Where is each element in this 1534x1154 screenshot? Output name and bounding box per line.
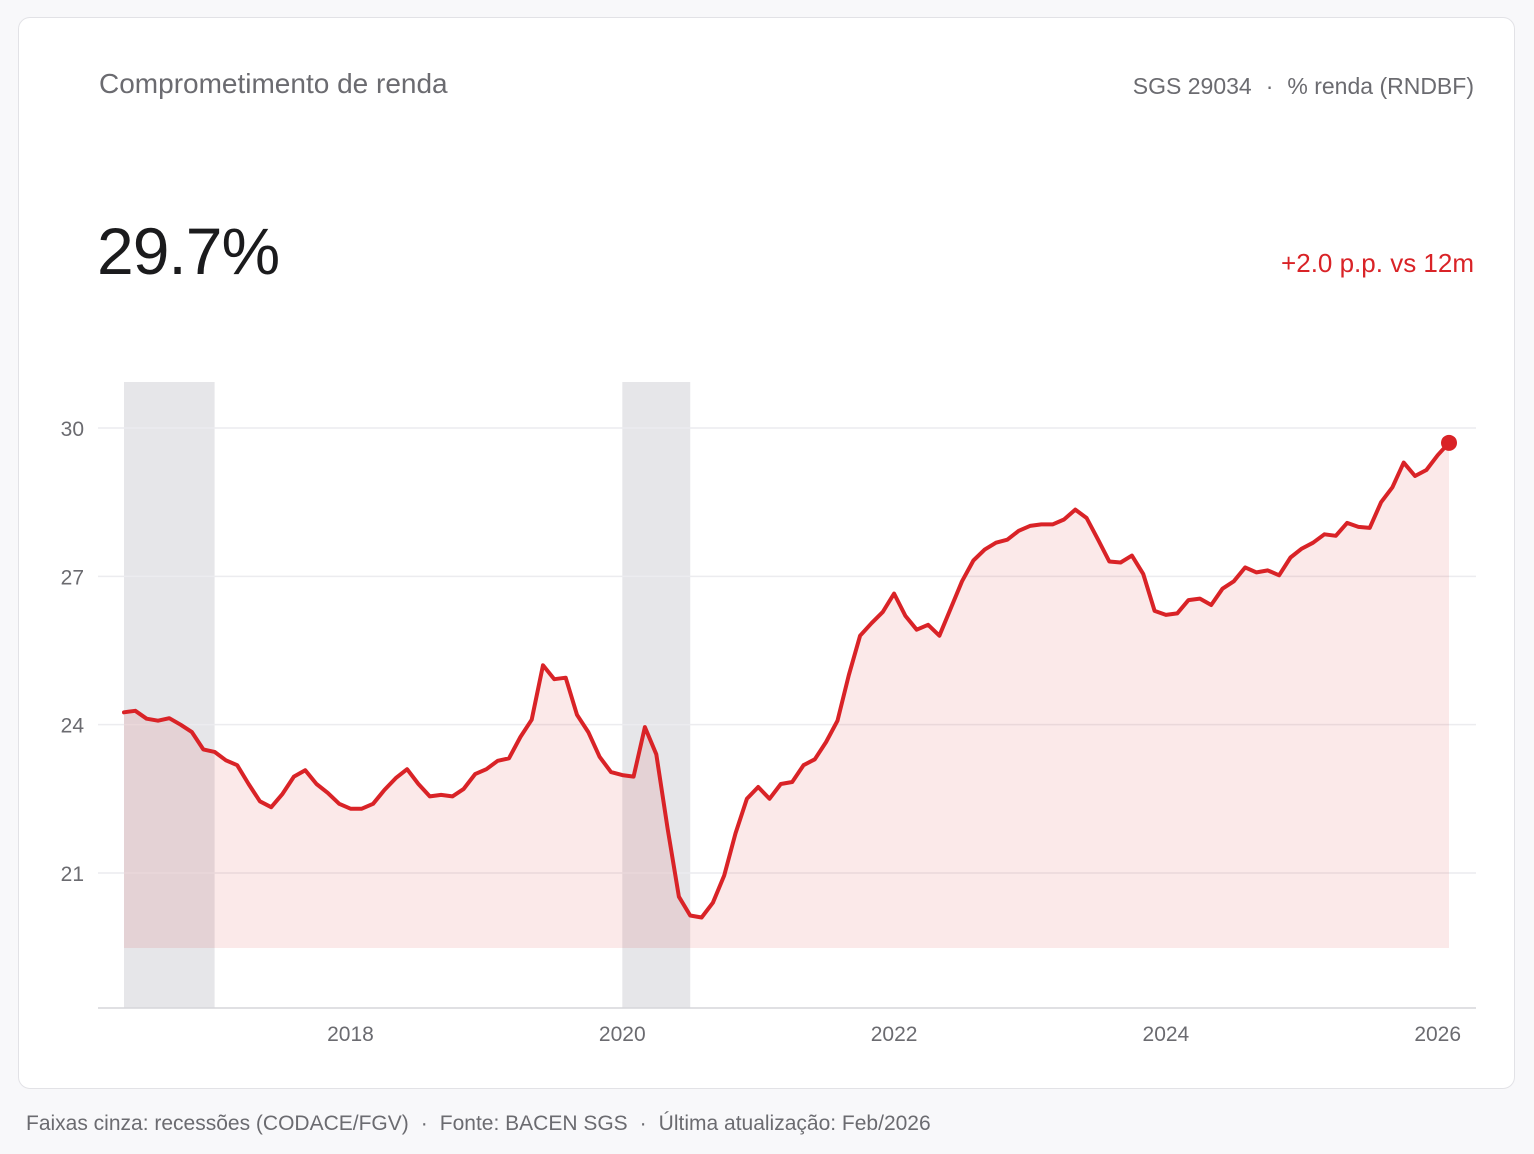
updated-note: Última atualização: Feb/2026 (658, 1112, 931, 1135)
y-tick-label: 24 (61, 715, 85, 738)
y-tick-label: 21 (61, 863, 84, 886)
source-note: Fonte: BACEN SGS (439, 1112, 628, 1135)
series-meta: SGS 29034 · % renda (RNDBF) (1133, 73, 1474, 100)
chart-title: Comprometimento de renda (99, 68, 448, 99)
footer-separator: · (639, 1112, 647, 1135)
x-tick-label: 2024 (1143, 1023, 1190, 1046)
chart-footer: Faixas cinza: recessões (CODACE/FGV) · Fon… (26, 1112, 931, 1136)
y-tick-label: 27 (61, 566, 84, 589)
last-point-marker (1441, 434, 1457, 451)
x-tick-label: 2020 (599, 1023, 646, 1046)
series-line-path (122, 440, 1451, 920)
axes: 21 24 27 30 2018 2020 2022 2024 2026 (61, 418, 1476, 1046)
x-tick-label: 2022 (871, 1023, 918, 1046)
recessions-note: Faixas cinza: recessões (CODACE/FGV) (26, 1112, 409, 1135)
x-tick-label: 2026 (1414, 1023, 1461, 1046)
headline-delta: +2.0 p.p. vs 12m (1281, 248, 1474, 278)
x-tick-label: 2018 (327, 1023, 374, 1046)
series-code: SGS 29034 (1132, 73, 1252, 99)
series-unit: % renda (RNDBF) (1287, 73, 1474, 99)
chart-card: Comprometimento de renda SGS 29034 · % ren… (18, 17, 1515, 1089)
recession-band (622, 382, 691, 1008)
series-area (124, 442, 1449, 948)
recession-band (124, 382, 215, 1008)
headline-value: 29.7% (97, 214, 280, 288)
grid-lines (98, 427, 1476, 874)
meta-separator: · (1265, 73, 1274, 99)
series-area-fill (124, 442, 1449, 948)
series-line (122, 434, 1457, 920)
recession-bands (124, 382, 691, 1008)
y-tick-label: 30 (61, 418, 84, 441)
footer-separator: · (420, 1112, 428, 1135)
